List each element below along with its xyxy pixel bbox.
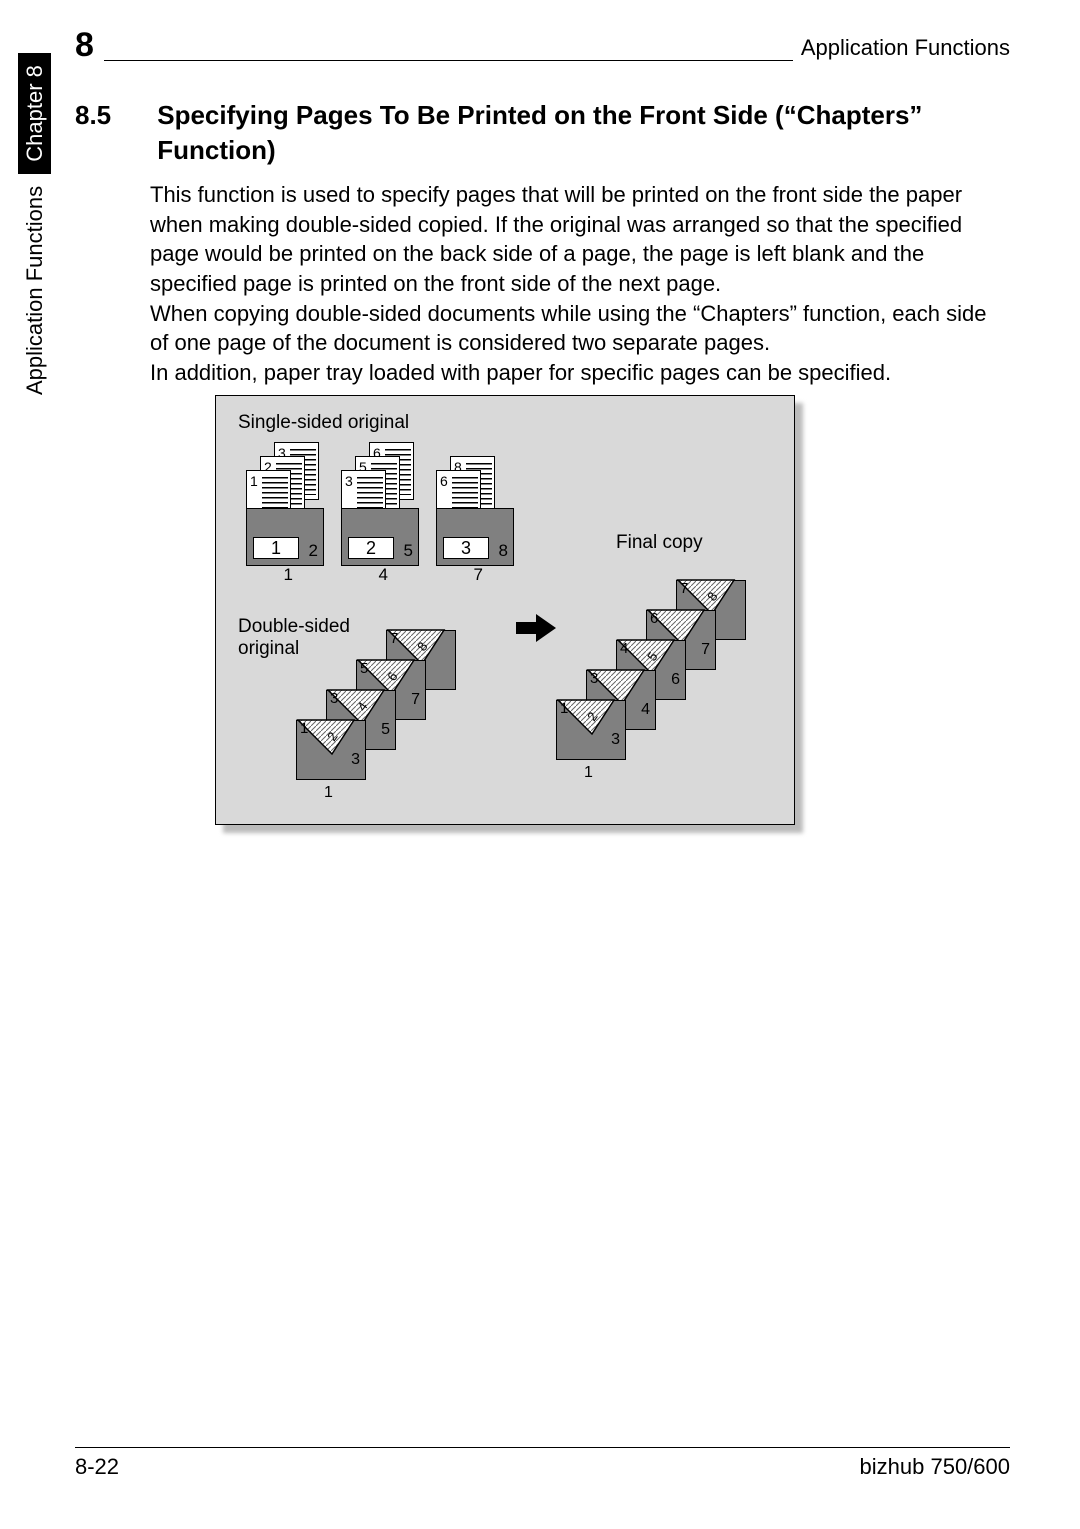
manual-page: 8 Application Functions Application Func… [75,30,1010,1500]
section-heading: 8.5 Specifying Pages To Be Printed on th… [75,98,1010,168]
top-num: 4 [620,640,628,657]
paragraph-1: This function is used to specify pages t… [150,180,1000,299]
top-num: 1 [560,700,568,717]
paragraph-2: When copying double-sided documents whil… [150,299,1000,358]
bottom-num: 1 [324,784,333,802]
label-final-copy: Final copy [616,532,703,554]
section-title: Specifying Pages To Be Printed on the Fr… [157,98,987,168]
chapters-function-diagram: Single-sided original Double-sided origi… [215,395,795,825]
bottom-num: 4 [379,565,388,585]
big-page-num: 1 [253,537,299,559]
sidebar-chapter-text: Chapter 8 [18,53,51,174]
gray-sheet: 3 8 7 [436,508,514,566]
bottom-num: 1 [284,565,293,585]
side-num: 8 [499,541,508,561]
folded-sheet: 3 1 2 1 [296,706,382,784]
section-number: 8.5 [75,98,150,133]
gray-sheet: 2 5 4 [341,508,419,566]
page-num: 1 [250,473,258,489]
page-num: 3 [345,473,353,489]
top-num: 3 [330,690,338,707]
gray-sheet: 1 2 1 [246,508,324,566]
sidebar-section-label: Application Functions Chapter 8 [22,53,48,395]
side-num: 5 [404,541,413,561]
footer-page-number: 8-22 [75,1454,119,1480]
diagram-box: Single-sided original Double-sided origi… [215,395,795,825]
top-num: 3 [590,670,598,687]
page-num: 6 [440,473,448,489]
chapter-number-badge: 8 [75,28,104,62]
footer-model: bizhub 750/600 [860,1454,1010,1480]
top-num: 5 [360,660,368,677]
label-single-sided: Single-sided original [238,412,409,434]
folded-sheet: 3 1 2 1 [556,686,642,764]
running-header-title: Application Functions [793,35,1010,61]
body-text: This function is used to specify pages t… [150,180,1000,388]
top-num: 7 [680,580,688,597]
bottom-num: 7 [474,565,483,585]
paragraph-3: In addition, paper tray loaded with pape… [150,358,1000,388]
big-page-num: 3 [443,537,489,559]
side-num: 2 [309,541,318,561]
label-double-sided: Double-sided original [238,616,358,660]
top-num: 1 [300,720,308,737]
arrow-icon [516,614,556,642]
big-page-num: 2 [348,537,394,559]
top-num: 7 [390,630,398,647]
top-num: 6 [650,610,658,627]
footer-rule [75,1447,1010,1448]
bottom-num: 1 [584,764,593,782]
sidebar-functions-text: Application Functions [18,182,51,395]
